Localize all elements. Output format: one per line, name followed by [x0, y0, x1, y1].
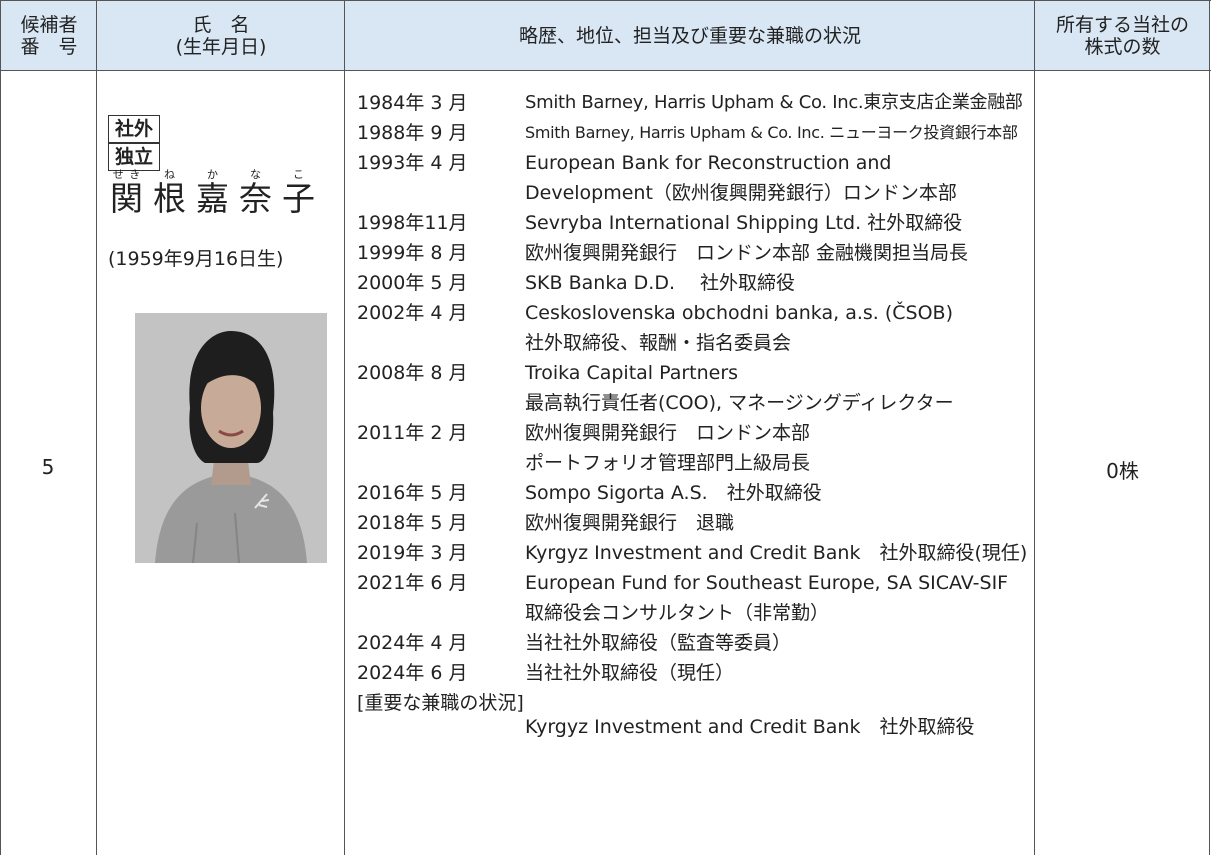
career-text: Kyrgyz Investment and Credit Bank 社外取締役	[525, 716, 975, 738]
career-date: 2016年 5 月	[357, 482, 468, 504]
career-date: 2024年 4 月	[357, 632, 468, 654]
ruby-reading: な	[239, 168, 272, 181]
border	[1034, 1, 1035, 855]
career-text: 当社社外取締役（監査等委員）	[525, 632, 792, 654]
header-text: (生年月日)	[175, 35, 267, 58]
border	[344, 1, 345, 855]
border	[0, 70, 1211, 71]
career-date: 1993年 4 月	[357, 152, 468, 174]
name-char: 奈な	[239, 168, 272, 218]
header-shares: 所有する当社の 株式の数	[1035, 1, 1210, 70]
shares: 0株	[1106, 459, 1139, 483]
career-text: 欧州復興開発銀行 退職	[525, 512, 735, 534]
border	[1209, 1, 1210, 855]
career-text: 社外取締役、報酬・指名委員会	[525, 332, 792, 354]
career-line: Development（欧州復興開発銀行）ロンドン本部	[357, 178, 1027, 208]
career-line: 2019年 3 月 Kyrgyz Investment and Credit Ba…	[357, 538, 1027, 568]
career-date: 2021年 6 月	[357, 572, 468, 594]
header-career: 略歴、地位、担当及び重要な兼職の状況	[345, 1, 1035, 70]
career-line: 2021年 6 月 European Fund for Southeast Eur…	[357, 568, 1027, 598]
career-date: 1984年 3 月	[357, 92, 468, 114]
career-line: 取締役会コンサルタント（非常勤）	[357, 598, 1027, 628]
career-line: ポートフォリオ管理部門上級局長	[357, 448, 1027, 478]
career-line: 1999年 8 月 欧州復興開発銀行 ロンドン本部 金融機関担当局長	[357, 238, 1027, 268]
birth-date: (1959年9月16日生)	[108, 248, 284, 270]
career-line: 社外取締役、報酬・指名委員会	[357, 328, 1027, 358]
career-text: Smith Barney, Harris Upham & Co. Inc. ニュ…	[525, 123, 1018, 142]
ruby-reading: こ	[282, 168, 315, 181]
candidate-name: 関せき根ね嘉か奈な子こ	[110, 168, 325, 220]
career-line: 2018年 5 月 欧州復興開発銀行 退職	[357, 508, 1027, 538]
name-char: 嘉か	[196, 168, 229, 218]
header-text: 所有する当社の	[1055, 13, 1189, 36]
career-text: European Fund for Southeast Europe, SA S…	[525, 572, 1009, 594]
career-text: Sevryba International Shipping Ltd. 社外取締…	[525, 212, 963, 234]
career-line: 1998年11月 Sevryba International Shipping L…	[357, 208, 1027, 238]
career-line: Kyrgyz Investment and Credit Bank 社外取締役	[357, 712, 1027, 742]
career-text: Kyrgyz Investment and Credit Bank 社外取締役(…	[525, 542, 1028, 564]
career-text: 最高執行責任者(COO), マネージングディレクター	[525, 392, 954, 414]
header-number: 候補者 番 号	[1, 1, 97, 70]
border	[0, 1, 1, 855]
header-text: 株式の数	[1084, 35, 1161, 58]
header-text: 候補者	[20, 13, 78, 36]
career-date: 1999年 8 月	[357, 242, 468, 264]
career-date: 2018年 5 月	[357, 512, 468, 534]
name-char: 子こ	[282, 168, 315, 218]
badge: 社外	[108, 115, 160, 143]
career-line: 2024年 4 月 当社社外取締役（監査等委員）	[357, 628, 1027, 658]
career-line: 最高執行責任者(COO), マネージングディレクター	[357, 388, 1027, 418]
career-line: 2002年 4 月 Ceskoslovenska obchodni banka, …	[357, 298, 1027, 328]
ruby-reading: ね	[153, 168, 186, 181]
career-line: 2011年 2 月 欧州復興開発銀行 ロンドン本部	[357, 418, 1027, 448]
career-line: 2024年 6 月 当社社外取締役（現任）	[357, 658, 1027, 688]
career-line: 1988年 9 月 Smith Barney, Harris Upham & Co…	[357, 118, 1027, 148]
ruby-reading: せき	[110, 168, 143, 181]
career-date: 2000年 5 月	[357, 272, 468, 294]
career-text: Smith Barney, Harris Upham & Co. Inc.東京支…	[525, 92, 1023, 113]
career-text: 取締役会コンサルタント（非常勤）	[525, 602, 830, 624]
career-text: Sompo Sigorta A.S. 社外取締役	[525, 482, 822, 504]
concurrent-heading: [重要な兼職の状況]	[357, 692, 524, 714]
header-name: 氏 名 (生年月日)	[97, 1, 345, 70]
ruby-reading: か	[196, 168, 229, 181]
career-date: 2002年 4 月	[357, 302, 468, 324]
career-text: 欧州復興開発銀行 ロンドン本部 金融機関担当局長	[525, 242, 969, 264]
career-text: Troika Capital Partners	[525, 362, 739, 384]
career-line: 1984年 3 月 Smith Barney, Harris Upham & Co…	[357, 88, 1027, 118]
career-date: 2024年 6 月	[357, 662, 468, 684]
career-date: 2019年 3 月	[357, 542, 468, 564]
career: 1984年 3 月 Smith Barney, Harris Upham & Co…	[357, 88, 1027, 742]
candidate-number: 5	[41, 455, 55, 479]
career-date: 1998年11月	[357, 212, 468, 234]
career-text: European Bank for Reconstruction and	[525, 152, 892, 174]
career-text: Development（欧州復興開発銀行）ロンドン本部	[525, 182, 957, 204]
career-date: 2008年 8 月	[357, 362, 468, 384]
badge: 独立	[108, 143, 160, 171]
border	[0, 0, 1211, 1]
name-char: 関せき	[110, 168, 143, 218]
header-text: 番 号	[20, 35, 78, 58]
name-char: 根ね	[153, 168, 186, 218]
career-line: 1993年 4 月 European Bank for Reconstructio…	[357, 148, 1027, 178]
career-text: 当社社外取締役（現任）	[525, 662, 735, 684]
career-text: SKB Banka D.D. 社外取締役	[525, 272, 796, 294]
career-text: ポートフォリオ管理部門上級局長	[525, 452, 811, 474]
header-text: 氏 名	[192, 13, 250, 36]
header-text: 略歴、地位、担当及び重要な兼職の状況	[518, 24, 861, 47]
career-text: Ceskoslovenska obchodni banka, a.s. (ČSO…	[525, 302, 953, 324]
career-line: 2016年 5 月 Sompo Sigorta A.S. 社外取締役	[357, 478, 1027, 508]
photo	[135, 313, 327, 563]
career-line: 2008年 8 月 Troika Capital Partners	[357, 358, 1027, 388]
border	[96, 1, 97, 855]
career-date: 2011年 2 月	[357, 422, 468, 444]
career-line: 2000年 5 月 SKB Banka D.D. 社外取締役	[357, 268, 1027, 298]
career-text: 欧州復興開発銀行 ロンドン本部	[525, 422, 811, 444]
career-date: 1988年 9 月	[357, 122, 468, 144]
